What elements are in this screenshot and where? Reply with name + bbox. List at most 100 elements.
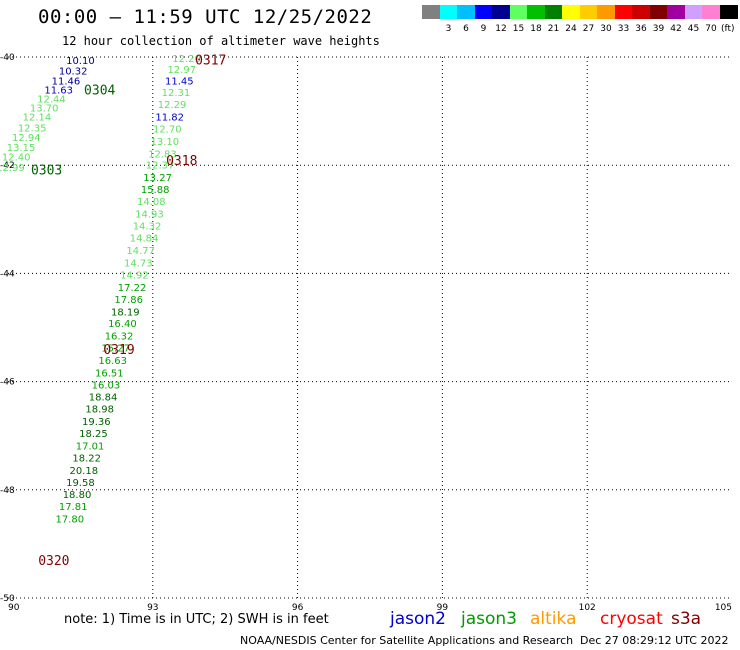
color-swatch-label: 42 [670,24,682,34]
color-swatch [457,5,475,19]
data-point-label: 11.45 [165,76,194,87]
color-swatch-label: 18 [530,24,542,34]
data-point-label: 19.36 [82,417,111,428]
data-point-label: 14.93 [135,209,164,220]
data-point-label: 18.22 [72,453,101,464]
color-swatch [632,5,650,19]
data-point-label: 16.03 [92,380,121,391]
track-time-label: 0319 [103,343,134,358]
data-point-label: 12.14 [23,113,52,124]
color-swatch [684,5,703,19]
y-tick-label: -46 [0,378,15,388]
data-point-label: 11.63 [44,85,73,96]
data-point-label: 12.83 [148,149,177,160]
color-swatch [492,5,510,19]
data-point-label: 17.80 [55,514,84,525]
footer-note: note: 1) Time is in UTC; 2) SWH is in fe… [64,612,329,627]
x-tick-label: 93 [147,603,158,613]
color-swatch [649,5,668,19]
data-point-label: 15.27 [101,344,130,355]
color-swatch [562,5,580,19]
color-swatch-label: 27 [582,24,595,34]
data-point-label: 12.40 [2,153,31,164]
data-point-label: 16.40 [108,319,137,330]
color-swatch-label: 36 [635,24,647,34]
data-point-label: 17.01 [76,441,105,452]
data-point-label: 12.94 [12,133,41,144]
data-point-label: 12.29 [158,100,187,111]
track-time-label: 0303 [31,164,62,179]
x-tick-label: 96 [292,603,304,613]
legend-jason2: jason2 [390,609,446,629]
color-swatch [527,5,545,19]
color-swatch-label: 39 [652,24,665,34]
x-tick-label: 99 [437,603,449,613]
color-swatch [422,5,440,19]
data-point-label: 17.81 [59,502,88,513]
data-point-label: 12.97 [167,65,196,76]
y-tick-label: -42 [0,161,15,171]
data-point-label: 12.31 [162,88,191,99]
color-swatch [439,5,458,19]
color-swatch-label: 3 [445,24,452,34]
color-swatch-label: 70 [705,24,717,34]
data-point-label: 14.32 [133,221,162,232]
data-point-label: 18.25 [79,429,108,440]
track-time-label: 0304 [84,83,115,98]
color-swatch [702,5,720,19]
data-point-label: 12.99 [0,163,25,174]
data-point-label: 19.58 [66,478,95,489]
y-tick-label: -44 [0,269,15,279]
color-scale-unit: (ft) [721,24,735,34]
legend-altika: altika [530,609,577,629]
data-point-label: 18.80 [63,490,92,501]
track-time-label: 0320 [38,554,69,569]
color-swatch-label: 33 [617,24,630,34]
data-point-label: 17.86 [114,295,143,306]
color-swatch [667,5,685,19]
y-tick-label: -40 [0,53,15,63]
data-point-label: 13.70 [30,103,59,114]
data-point-label: 13.27 [143,173,172,184]
color-swatch [597,5,615,19]
chart-subtitle: 12 hour collection of altimeter wave hei… [62,34,380,48]
footer-credit: NOAA/NESDIS Center for Satellite Applica… [240,634,574,647]
data-point-label: 14.92 [120,270,149,281]
data-point-label: 12.44 [37,95,66,106]
data-point-label: 18.98 [85,405,114,416]
track-time-label: 0318 [166,154,197,169]
legend-s3a: s3a [671,609,702,629]
chart-title: 00:00 – 11:59 UTC 12/25/2022 [38,6,373,28]
data-point-label: 14.73 [124,259,153,270]
data-point-label: 17.22 [118,283,147,294]
data-point-label: 10.10 [66,56,95,67]
data-point-label: 20.18 [69,466,98,477]
data-point-label: 12.20 [172,54,201,65]
color-swatch-label: 24 [565,24,577,34]
data-point-label: 18.19 [111,307,140,318]
data-point-label: 15.88 [141,185,170,196]
color-swatch [509,5,528,19]
color-swatch-label: 12 [495,24,507,34]
color-swatch [614,5,633,19]
data-point-label: 12.37 [146,161,175,172]
color-swatch-label: 30 [600,24,612,34]
data-point-label: 11.82 [155,113,184,124]
color-swatch-label: 45 [687,24,700,34]
data-point-label: 16.63 [98,356,127,367]
x-tick-label: 105 [715,603,732,613]
x-tick-label: 90 [8,603,20,613]
color-swatch-label: 9 [480,24,487,34]
data-point-label: 10.32 [59,67,88,78]
data-point-label: 14.77 [126,246,155,257]
x-tick-label: 102 [579,603,596,613]
data-point-label: 13.10 [151,137,180,148]
y-tick-label: -48 [0,486,15,496]
data-point-label: 13.15 [7,143,36,154]
data-point-label: 14.08 [137,197,166,208]
data-point-label: 11.46 [52,76,81,87]
color-swatch-label: 6 [463,24,469,34]
color-swatch-label: 15 [512,24,525,34]
data-point-label: 16.51 [95,368,124,379]
